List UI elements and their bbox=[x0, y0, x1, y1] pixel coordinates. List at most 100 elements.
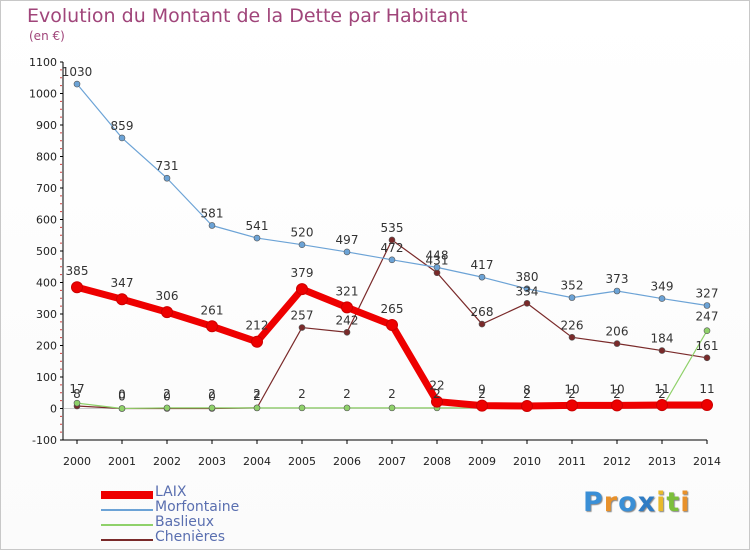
data-point bbox=[613, 340, 621, 347]
x-tick-label: 2010 bbox=[513, 455, 541, 468]
legend-swatch bbox=[101, 524, 153, 526]
data-label: 334 bbox=[516, 284, 539, 298]
x-tick-label: 2004 bbox=[243, 455, 271, 468]
data-label: 349 bbox=[651, 280, 674, 294]
x-tick-label: 2005 bbox=[288, 455, 316, 468]
data-label: 2 bbox=[568, 387, 576, 401]
data-label: 472 bbox=[381, 241, 404, 255]
data-label: 184 bbox=[651, 332, 674, 346]
data-label: 161 bbox=[696, 339, 719, 353]
legend-swatch bbox=[101, 509, 153, 511]
data-point bbox=[613, 287, 621, 295]
x-tick-label: 2009 bbox=[468, 455, 496, 468]
y-tick-label: 500 bbox=[36, 245, 57, 258]
logo-letter: i bbox=[656, 487, 667, 518]
data-point bbox=[478, 273, 486, 281]
y-tick-label: 700 bbox=[36, 182, 57, 195]
data-label: 2 bbox=[658, 387, 666, 401]
data-point bbox=[658, 347, 666, 354]
y-tick-label: 900 bbox=[36, 119, 57, 132]
data-label: 352 bbox=[561, 279, 584, 293]
data-label: 321 bbox=[336, 284, 359, 298]
data-point bbox=[388, 256, 396, 264]
series-1 bbox=[73, 80, 711, 309]
data-label: 265 bbox=[381, 302, 404, 316]
data-label: 373 bbox=[606, 272, 629, 286]
data-point bbox=[161, 306, 173, 319]
y-tick-label: 200 bbox=[36, 340, 57, 353]
data-point bbox=[163, 404, 171, 412]
data-label: 581 bbox=[201, 206, 224, 220]
proxiti-logo: Proxiti bbox=[583, 487, 691, 518]
data-point bbox=[208, 404, 216, 412]
data-label: 2 bbox=[343, 387, 351, 401]
data-label: 327 bbox=[696, 286, 719, 300]
data-label: 535 bbox=[381, 221, 404, 235]
data-label: 379 bbox=[291, 266, 314, 280]
logo-letter: t bbox=[666, 487, 681, 518]
data-point bbox=[476, 399, 488, 412]
y-tick-label: 600 bbox=[36, 214, 57, 227]
x-tick-label: 2006 bbox=[333, 455, 361, 468]
data-label: 497 bbox=[336, 233, 359, 247]
x-tick-label: 2011 bbox=[558, 455, 586, 468]
legend-label: LAIX bbox=[155, 484, 187, 500]
data-label: 2 bbox=[253, 387, 261, 401]
axes: -100010020030040050060070080090010001100… bbox=[29, 56, 721, 468]
data-point bbox=[253, 234, 261, 242]
legend-swatch bbox=[101, 491, 153, 499]
y-tick-label: 800 bbox=[36, 151, 57, 164]
data-point bbox=[611, 399, 623, 412]
data-point bbox=[296, 283, 308, 296]
data-point bbox=[701, 399, 713, 412]
x-tick-label: 2000 bbox=[63, 455, 91, 468]
data-label: 347 bbox=[111, 276, 134, 290]
data-point bbox=[298, 324, 306, 331]
logo-letter: P bbox=[583, 487, 604, 518]
data-point bbox=[478, 320, 486, 328]
data-point bbox=[343, 248, 351, 256]
x-tick-label: 2008 bbox=[423, 455, 451, 468]
data-point bbox=[163, 174, 171, 182]
data-label: 2 bbox=[388, 387, 396, 401]
data-label: 2 bbox=[613, 387, 621, 401]
data-label: 9 bbox=[478, 383, 486, 397]
logo-letter: x bbox=[637, 487, 657, 518]
data-point bbox=[658, 295, 666, 302]
data-label: 212 bbox=[246, 319, 269, 333]
data-point bbox=[386, 319, 398, 332]
y-tick-label: 1000 bbox=[29, 88, 57, 101]
data-label: 0 bbox=[208, 390, 216, 404]
chart-title: Evolution du Montant de la Dette par Hab… bbox=[27, 5, 468, 27]
series-layer bbox=[71, 80, 713, 412]
series-0 bbox=[71, 281, 713, 412]
y-tick-label: -100 bbox=[32, 434, 57, 447]
data-label: 2 bbox=[298, 387, 306, 401]
data-label: 385 bbox=[66, 264, 89, 278]
data-point bbox=[703, 327, 711, 334]
data-point bbox=[343, 328, 351, 336]
x-tick-label: 2012 bbox=[603, 455, 631, 468]
data-point bbox=[71, 281, 83, 294]
data-point bbox=[433, 264, 441, 271]
data-point bbox=[208, 222, 216, 229]
data-label: 247 bbox=[696, 310, 719, 324]
data-point bbox=[341, 301, 353, 314]
data-label: 10 bbox=[609, 382, 624, 396]
x-tick-label: 2001 bbox=[108, 455, 136, 468]
data-label: 859 bbox=[111, 119, 134, 133]
data-point bbox=[73, 399, 81, 407]
data-label: 2 bbox=[478, 387, 486, 401]
data-label: 242 bbox=[336, 313, 359, 327]
data-label: 0 bbox=[118, 390, 126, 404]
data-label: 0 bbox=[163, 390, 171, 404]
data-point bbox=[206, 320, 218, 333]
data-label: 8 bbox=[73, 387, 81, 401]
data-point bbox=[703, 302, 711, 309]
x-tick-label: 2007 bbox=[378, 455, 406, 468]
data-label: 2 bbox=[523, 387, 531, 401]
data-point bbox=[568, 334, 576, 341]
data-label: 431 bbox=[426, 254, 449, 268]
